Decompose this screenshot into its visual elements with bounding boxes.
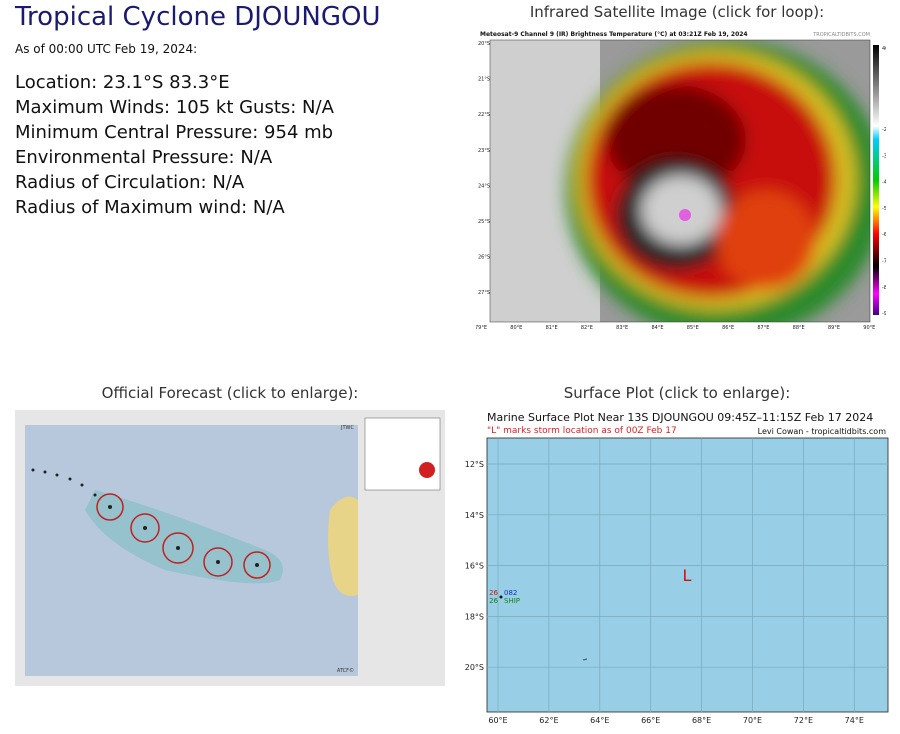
station-dewpoint: 26 (489, 597, 498, 605)
lat-label: 18°S (465, 612, 484, 621)
detail-line: Radius of Maximum wind: N/A (15, 197, 285, 218)
lon-label: 84°E (651, 325, 663, 331)
lon-label: 89°E (828, 325, 840, 331)
surface-subtitle: "L" marks storm location as of 00Z Feb 1… (487, 426, 677, 436)
lon-label: 72°E (794, 716, 813, 725)
lat-label: 21°S (478, 77, 490, 83)
lat-label: 16°S (465, 562, 484, 571)
surface-title: Marine Surface Plot Near 13S DJOUNGOU 09… (487, 411, 873, 424)
station-pressure: 082 (504, 589, 517, 597)
lat-label: 23°S (478, 148, 490, 154)
lat-label: 14°S (465, 511, 484, 520)
lat-label: 20°S (478, 41, 490, 47)
station-id: SHIP (504, 597, 520, 605)
lon-label: 88°E (793, 325, 805, 331)
satellite-caption: Infrared Satellite Image (click for loop… (529, 3, 825, 21)
forecast-image[interactable]: JTWC ATCF© (15, 410, 445, 686)
lon-label: 85°E (687, 325, 699, 331)
lon-label: 90°E (863, 325, 875, 331)
forecast-footer: ATCF© (337, 667, 354, 674)
lat-label: 24°S (478, 183, 490, 189)
satellite-header: Meteosat-9 Channel 9 (IR) Brightness Tem… (480, 31, 748, 38)
colorbar-label: -40 (882, 180, 886, 186)
colorbar-label: -90 (882, 311, 886, 317)
forecast-caption: Official Forecast (click to enlarge): (101, 384, 359, 402)
lon-label: 80°E (510, 325, 522, 331)
lon-label: 62°E (539, 716, 558, 725)
lon-label: 83°E (616, 325, 628, 331)
station-temp: 26 (489, 589, 498, 597)
page-title: Tropical Cyclone DJOUNGOU (15, 2, 381, 32)
surface-credit: Levi Cowan - tropicaltidbits.com (758, 427, 887, 436)
satellite-image[interactable]: Meteosat-9 Channel 9 (IR) Brightness Tem… (476, 30, 886, 332)
surface-caption: Surface Plot (click to enlarge): (563, 384, 791, 402)
forecast-agency: JTWC (340, 425, 354, 431)
colorbar-label: 40 (882, 46, 886, 52)
detail-line: Maximum Winds: 105 kt Gusts: N/A (15, 97, 334, 118)
lon-label: 82°E (581, 325, 593, 331)
colorbar-label: -20 (882, 127, 886, 133)
as-of: As of 00:00 UTC Feb 19, 2024: (15, 42, 198, 56)
lat-label: 25°S (478, 219, 490, 225)
lat-label: 26°S (478, 255, 490, 261)
lon-label: 81°E (546, 325, 558, 331)
lon-label: 74°E (845, 716, 864, 725)
detail-line: Radius of Circulation: N/A (15, 172, 245, 193)
lon-label: 66°E (641, 716, 660, 725)
lon-label: 87°E (757, 325, 769, 331)
lon-label: 79°E (476, 325, 487, 331)
detail-line: Minimum Central Pressure: 954 mb (15, 122, 334, 143)
colorbar-label: -60 (882, 232, 886, 238)
lon-label: 64°E (590, 716, 609, 725)
satellite-credit: TROPICALTIDBITS.COM (812, 32, 870, 38)
lon-label: 60°E (488, 716, 507, 725)
detail-line: Environmental Pressure: N/A (15, 147, 273, 168)
colorbar-label: -70 (882, 259, 886, 265)
colorbar-label: -80 (882, 285, 886, 291)
lat-label: 22°S (478, 112, 490, 118)
detail-line: Location: 23.1°S 83.3°E (15, 72, 230, 93)
surface-image[interactable]: Marine Surface Plot Near 13S DJOUNGOU 09… (460, 410, 900, 734)
lon-label: 86°E (722, 325, 734, 331)
lon-label: 68°E (692, 716, 711, 725)
storm-marker: L (683, 566, 692, 585)
lat-label: 12°S (465, 460, 484, 469)
colorbar-label: -50 (882, 206, 886, 212)
lat-label: 20°S (465, 663, 484, 672)
lat-label: 27°S (478, 290, 490, 296)
lon-label: 70°E (743, 716, 762, 725)
colorbar-label: -30 (882, 153, 886, 159)
